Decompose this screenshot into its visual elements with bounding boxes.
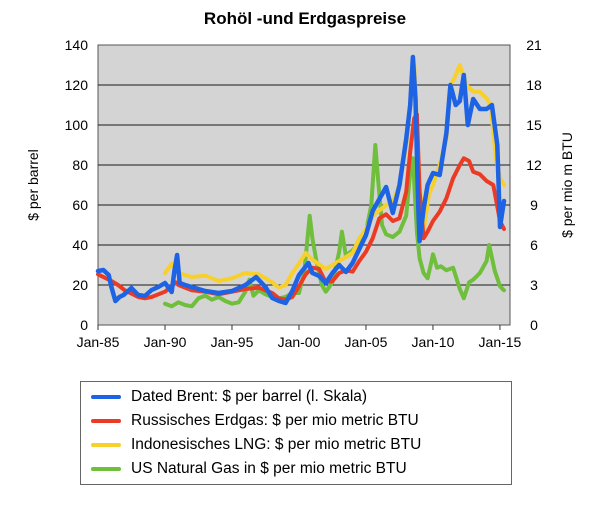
- legend-label-dated-brent: Dated Brent: $ per barrel (l. Skala): [131, 388, 368, 405]
- chart-title: Rohöl -und Erdgaspreise: [204, 9, 406, 28]
- x-tick-label: Jan-05: [345, 334, 388, 350]
- x-tick-label: Jan-95: [211, 334, 254, 350]
- x-tick-label: Jan-85: [77, 334, 120, 350]
- y-axis-right: 0 3 6 9 12 15 18 21: [526, 37, 542, 333]
- x-axis: Jan-85 Jan-90 Jan-95 Jan-00 Jan-05 Jan-10 Jan-…: [77, 325, 522, 350]
- y-left-tick-label: 0: [80, 317, 88, 333]
- y-left-tick-label: 100: [65, 117, 89, 133]
- y-axis-left: 0 20 40 60 80 100 120 140: [65, 37, 89, 333]
- series-line-dated-brent-per: [95, 54, 507, 306]
- legend-label-us-natural-gas: US Natural Gas in $ per mio metric BTU: [131, 460, 407, 477]
- y-right-tick-label: 12: [526, 157, 542, 173]
- x-tick-label: Jan-15: [479, 334, 522, 350]
- series-lines: [95, 54, 507, 309]
- y-left-tick-label: 60: [72, 197, 88, 213]
- legend-item-indonesisches-lng: Indonesisches LNG: $ per mio metric BTU: [91, 433, 511, 457]
- y-left-tick-label: 80: [72, 157, 88, 173]
- y-axis-right-label: $ per mio m BTU: [559, 132, 575, 238]
- y-right-tick-label: 3: [530, 277, 538, 293]
- legend-label-indonesisches-lng: Indonesisches LNG: $ per mio metric BTU: [131, 436, 422, 453]
- chart-legend: Dated Brent: $ per barrel (l. Skala) Rus…: [80, 381, 512, 485]
- legend-item-russisches-erdgas: Russisches Erdgas: $ per mio metric BTU: [91, 409, 511, 433]
- y-left-tick-label: 140: [65, 37, 89, 53]
- y-left-tick-label: 20: [72, 277, 88, 293]
- x-tick-label: Jan-00: [278, 334, 321, 350]
- x-tick-label: Jan-10: [412, 334, 455, 350]
- y-right-tick-label: 0: [530, 317, 538, 333]
- y-right-tick-label: 21: [526, 37, 542, 53]
- legend-swatch-russisches-erdgas: [91, 419, 121, 423]
- y-left-tick-label: 40: [72, 237, 88, 253]
- y-right-tick-label: 6: [530, 237, 538, 253]
- legend-swatch-indonesisches-lng: [91, 443, 121, 447]
- x-tick-label: Jan-90: [144, 334, 187, 350]
- legend-label-russisches-erdgas: Russisches Erdgas: $ per mio metric BTU: [131, 412, 419, 429]
- y-left-tick-label: 120: [65, 77, 89, 93]
- legend-item-us-natural-gas: US Natural Gas in $ per mio metric BTU: [91, 457, 511, 481]
- legend-swatch-us-natural-gas: [91, 467, 121, 471]
- y-axis-left-label: $ per barrel: [25, 149, 41, 221]
- y-right-tick-label: 15: [526, 117, 542, 133]
- y-right-tick-label: 9: [530, 197, 538, 213]
- legend-swatch-dated-brent: [91, 395, 121, 399]
- legend-item-dated-brent: Dated Brent: $ per barrel (l. Skala): [91, 385, 511, 409]
- y-right-tick-label: 18: [526, 77, 542, 93]
